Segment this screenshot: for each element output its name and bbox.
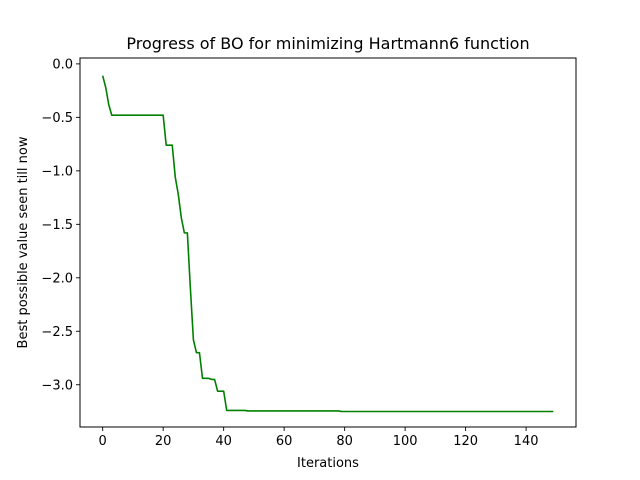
y-tick-label: 0.0	[52, 57, 73, 72]
y-tick-label: −2.0	[41, 271, 73, 286]
x-axis-ticks: 0 20 40 60 80 100 120 140	[99, 427, 539, 449]
y-tick-label: −3.0	[41, 378, 73, 393]
x-tick-label: 120	[453, 434, 478, 449]
y-tick-label: −0.5	[41, 111, 73, 126]
y-axis-ticks: 0.0 −0.5 −1.0 −1.5 −2.0 −2.5 −3.0	[41, 57, 80, 393]
x-tick-label: 60	[276, 434, 293, 449]
y-axis-label: Best possible value seen till now	[16, 136, 31, 348]
series-line-group	[101, 75, 554, 413]
x-axis-label: Iterations	[297, 456, 359, 471]
y-tick-label: −1.0	[41, 164, 73, 179]
x-tick-label: 140	[514, 434, 539, 449]
chart-title: Progress of BO for minimizing Hartmann6 …	[126, 34, 529, 53]
x-tick-label: 40	[215, 434, 232, 449]
y-tick-label: −2.5	[41, 325, 73, 340]
y-tick-label: −1.5	[41, 218, 73, 233]
axes-frame	[79, 57, 577, 428]
x-tick-label: 80	[336, 434, 353, 449]
x-tick-label: 20	[155, 434, 172, 449]
x-tick-label: 100	[393, 434, 418, 449]
series-line	[101, 75, 554, 413]
x-tick-label: 0	[99, 434, 107, 449]
